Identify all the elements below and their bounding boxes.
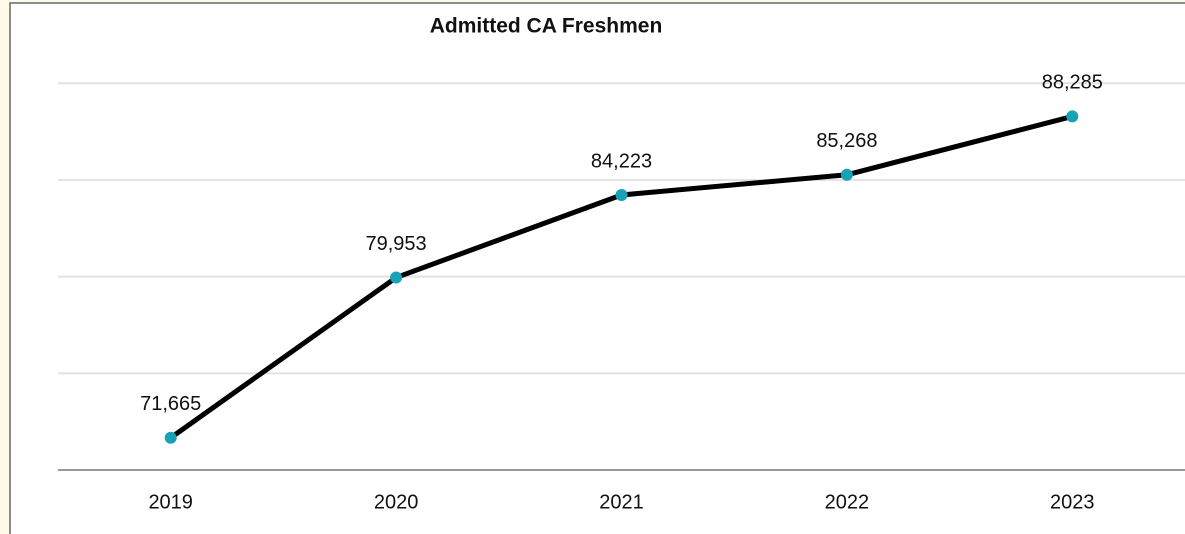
point xyxy=(840,168,853,181)
point xyxy=(164,431,177,444)
chart-frame xyxy=(9,2,1185,534)
data-label: 79,953 xyxy=(366,233,427,255)
data-label: 85,268 xyxy=(816,130,877,152)
x-tick-label: 2020 xyxy=(374,491,419,513)
point xyxy=(390,271,403,284)
point xyxy=(615,188,628,201)
chart-title: Admitted CA Freshmen xyxy=(430,15,663,38)
x-tick-label: 2019 xyxy=(148,491,193,513)
x-tick-label: 2023 xyxy=(1050,491,1095,513)
data-label: 71,665 xyxy=(140,393,201,415)
data-label: 88,285 xyxy=(1042,72,1103,94)
data-label: 84,223 xyxy=(591,150,652,172)
point xyxy=(1066,110,1079,123)
x-tick-label: 2022 xyxy=(825,491,870,513)
x-tick-label: 2021 xyxy=(599,491,644,513)
